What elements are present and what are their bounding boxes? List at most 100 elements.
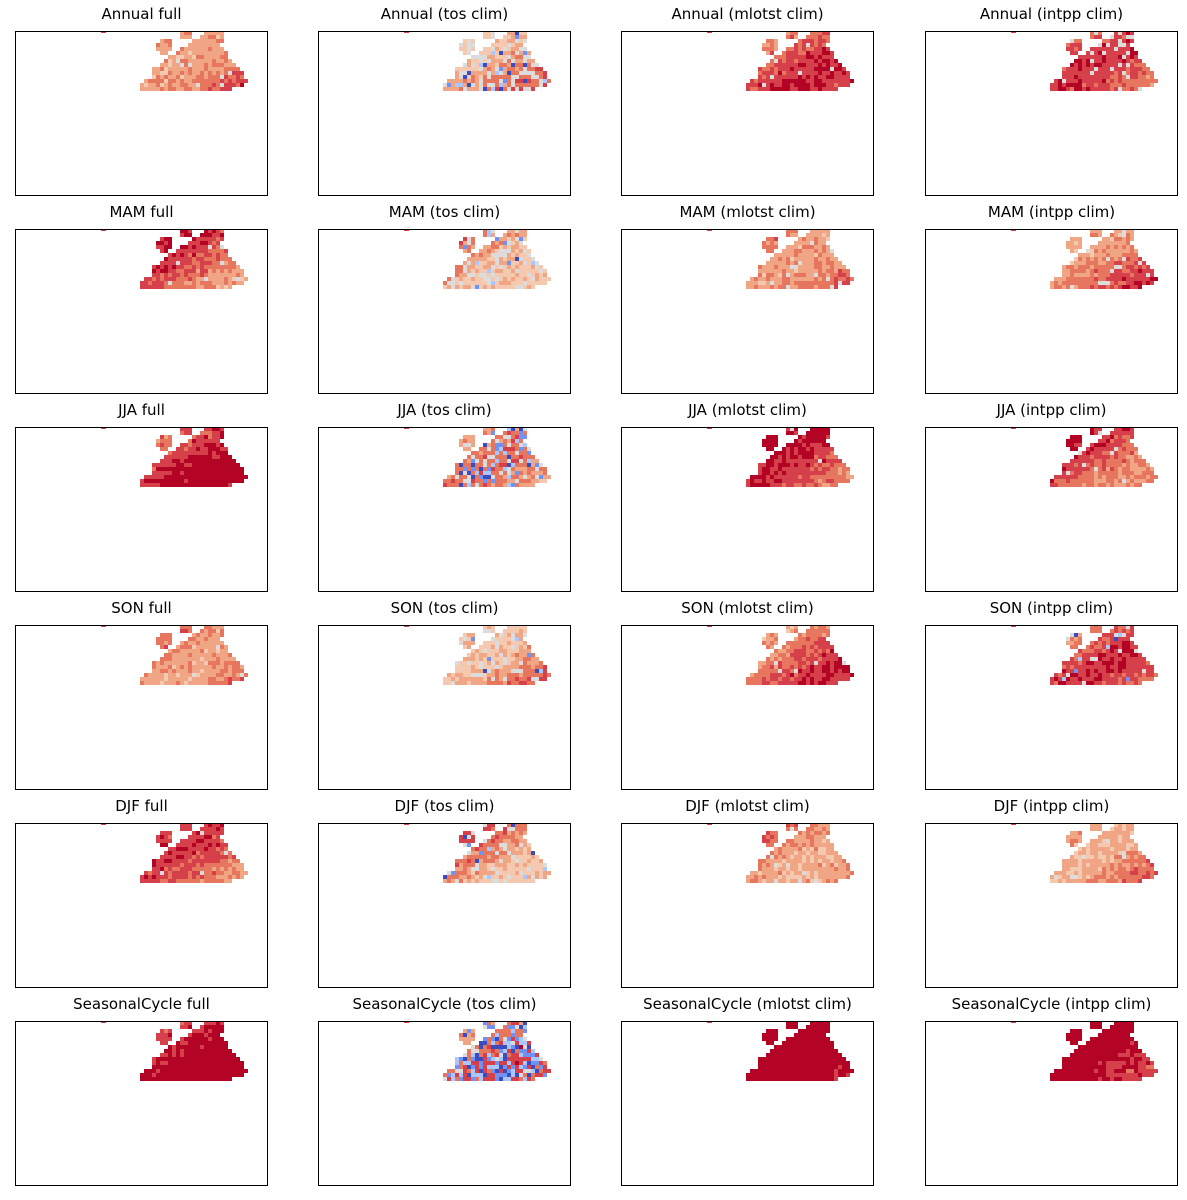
heatmap-cell [830, 843, 834, 847]
heatmap-cell [790, 51, 794, 55]
heatmap-cell [471, 641, 475, 645]
heatmap-cell [1070, 265, 1074, 269]
heatmap-cell [527, 455, 531, 459]
heatmap-cell [1090, 653, 1094, 657]
heatmap-cell [467, 661, 471, 665]
heatmap-cell [196, 479, 200, 483]
heatmap-cell [204, 823, 208, 827]
heatmap-cell [204, 843, 208, 847]
heatmap-cell [798, 637, 802, 641]
heatmap-cell [236, 71, 240, 75]
heatmap-cell [455, 673, 459, 677]
heatmap-cell [495, 63, 499, 67]
heatmap-cell [822, 47, 826, 51]
heatmap-cell [503, 863, 507, 867]
heatmap-cell [200, 241, 204, 245]
heatmap-cell [172, 875, 176, 879]
heatmap-cell [140, 677, 144, 681]
heatmap-cell [228, 467, 232, 471]
heatmap-cell [794, 269, 798, 273]
heatmap-cell [168, 241, 172, 245]
heatmap-cell [467, 839, 471, 843]
heatmap-cell [515, 427, 519, 431]
heatmap-cell [1138, 463, 1142, 467]
heatmap-cell [160, 269, 164, 273]
heatmap-cell [806, 277, 810, 281]
heatmap-cell [519, 629, 523, 633]
heatmap-cell [168, 285, 172, 289]
heatmap-cell [1070, 39, 1074, 43]
heatmap-cell [188, 645, 192, 649]
heatmap-cell [1118, 455, 1122, 459]
heatmap-cell [762, 241, 766, 245]
heatmap-cell [527, 859, 531, 863]
heatmap-cell [487, 827, 491, 831]
heatmap-cell [443, 677, 447, 681]
map-panel: Annual (intpp clim) [925, 0, 1178, 197]
heatmap-cell [1118, 281, 1122, 285]
heatmap-cell [798, 245, 802, 249]
heatmap-cell [447, 479, 451, 483]
heatmap-cell [770, 835, 774, 839]
heatmap-cell [172, 459, 176, 463]
heatmap-cell [806, 273, 810, 277]
heatmap-cell [176, 467, 180, 471]
heatmap-cell [1122, 47, 1126, 51]
heatmap-cell [1122, 641, 1126, 645]
heatmap-cell [818, 59, 822, 63]
heatmap-cell [1130, 87, 1134, 91]
heatmap-cell [228, 281, 232, 285]
heatmap-cell [826, 273, 830, 277]
heatmap-cell [192, 443, 196, 447]
heatmap-cell [172, 273, 176, 277]
heatmap-cell [140, 483, 144, 487]
heatmap-cell [180, 665, 184, 669]
heatmap-cell [176, 71, 180, 75]
heatmap-cell [168, 281, 172, 285]
heatmap-cell [467, 245, 471, 249]
heatmap-cell [204, 851, 208, 855]
heatmap-cell [822, 641, 826, 645]
heatmap-cell [1102, 261, 1106, 265]
heatmap-cell [826, 823, 830, 827]
heatmap-cell [192, 447, 196, 451]
heatmap-cell [810, 657, 814, 661]
heatmap-cell [188, 827, 192, 831]
heatmap-cell [188, 43, 192, 47]
heatmap-cell [1070, 475, 1074, 479]
heatmap-cell [1114, 249, 1118, 253]
heatmap-cell [822, 673, 826, 677]
heatmap-cell [1142, 281, 1146, 285]
heatmap-cell [814, 661, 818, 665]
heatmap-cell [475, 871, 479, 875]
heatmap-cell [519, 67, 523, 71]
heatmap-cell [1118, 641, 1122, 645]
heatmap-cell [220, 273, 224, 277]
heatmap-cell [834, 83, 838, 87]
heatmap-cell [802, 835, 806, 839]
heatmap-cell [1094, 475, 1098, 479]
heatmap-cell [806, 35, 810, 39]
heatmap-cell [168, 641, 172, 645]
heatmap-cell [164, 39, 168, 43]
heatmap-cell [156, 277, 160, 281]
heatmap-cell [475, 55, 479, 59]
heatmap-cell [511, 451, 515, 455]
heatmap-cell [814, 75, 818, 79]
heatmap-cell [1134, 451, 1138, 455]
map-panel: DJF (tos clim) [318, 792, 571, 989]
heatmap-cell [188, 55, 192, 59]
heatmap-cell [204, 257, 208, 261]
heatmap-cell [168, 261, 172, 265]
heatmap-cell [455, 79, 459, 83]
heatmap-cell [224, 67, 228, 71]
heatmap-cell [519, 451, 523, 455]
heatmap-cell [491, 261, 495, 265]
heatmap-cell [471, 71, 475, 75]
heatmap-cell [499, 475, 503, 479]
heatmap-cell [750, 79, 754, 83]
heatmap-cell [1126, 645, 1130, 649]
heatmap-cell [200, 439, 204, 443]
heatmap-cell [523, 67, 527, 71]
